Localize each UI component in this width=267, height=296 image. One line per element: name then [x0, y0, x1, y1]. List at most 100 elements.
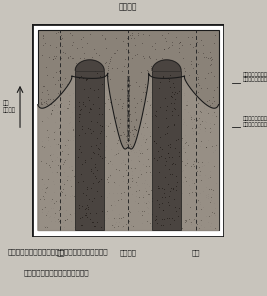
- Point: [59, 157, 64, 162]
- Point: [208, 128, 213, 133]
- Point: [46, 134, 50, 139]
- Point: [103, 36, 107, 40]
- Point: [68, 30, 72, 35]
- Point: [129, 144, 134, 149]
- Point: [182, 173, 187, 178]
- Point: [141, 32, 146, 36]
- Point: [206, 159, 210, 164]
- Point: [189, 35, 194, 40]
- Point: [146, 164, 151, 169]
- Point: [77, 115, 81, 119]
- Point: [166, 155, 171, 159]
- Point: [87, 159, 92, 164]
- Point: [161, 208, 165, 213]
- Point: [160, 186, 164, 191]
- Point: [196, 90, 201, 94]
- Point: [82, 87, 86, 92]
- Point: [118, 148, 123, 153]
- Point: [98, 131, 103, 135]
- Point: [66, 105, 70, 110]
- Point: [158, 105, 162, 110]
- Point: [201, 205, 205, 210]
- Point: [202, 224, 206, 229]
- Point: [174, 35, 178, 39]
- Point: [101, 126, 105, 130]
- Point: [45, 185, 49, 189]
- Point: [152, 139, 156, 144]
- Point: [175, 104, 179, 109]
- Point: [68, 174, 73, 179]
- Point: [150, 118, 154, 123]
- Point: [167, 44, 171, 49]
- Point: [51, 97, 55, 102]
- Point: [77, 118, 81, 123]
- Point: [87, 67, 91, 72]
- Point: [41, 194, 45, 199]
- Point: [39, 158, 43, 163]
- Point: [196, 81, 201, 86]
- Point: [63, 51, 67, 55]
- Point: [97, 208, 102, 213]
- Point: [107, 99, 112, 104]
- Point: [156, 186, 160, 190]
- Point: [213, 205, 218, 210]
- Point: [172, 123, 176, 127]
- Point: [168, 101, 173, 106]
- Point: [128, 32, 132, 37]
- Point: [123, 57, 127, 61]
- Point: [171, 172, 175, 177]
- Point: [158, 76, 162, 81]
- Point: [57, 199, 61, 203]
- Point: [68, 193, 72, 198]
- Point: [96, 145, 100, 150]
- Point: [168, 81, 173, 86]
- Point: [172, 100, 176, 105]
- Point: [172, 217, 176, 221]
- Point: [60, 44, 64, 48]
- Point: [87, 197, 92, 202]
- Point: [133, 166, 137, 170]
- Point: [133, 53, 138, 57]
- Point: [194, 132, 198, 137]
- Point: [115, 48, 119, 52]
- Point: [79, 73, 83, 78]
- Point: [77, 100, 81, 104]
- Point: [43, 185, 48, 190]
- Point: [107, 92, 111, 97]
- Point: [86, 71, 90, 76]
- Point: [188, 204, 193, 209]
- Point: [89, 160, 93, 165]
- Point: [150, 179, 155, 184]
- Point: [152, 220, 156, 225]
- Point: [161, 73, 166, 78]
- Point: [86, 137, 90, 142]
- Point: [149, 90, 154, 95]
- Point: [98, 123, 103, 128]
- Point: [112, 116, 116, 120]
- Point: [54, 141, 58, 146]
- Point: [119, 133, 123, 138]
- Point: [108, 173, 112, 178]
- Point: [170, 167, 175, 172]
- Point: [125, 36, 129, 41]
- Point: [40, 210, 44, 215]
- Point: [137, 148, 141, 153]
- Point: [89, 160, 93, 165]
- Point: [70, 43, 74, 47]
- Point: [57, 67, 62, 72]
- Point: [206, 97, 211, 102]
- Point: [130, 128, 134, 133]
- Point: [128, 36, 133, 40]
- Point: [174, 208, 178, 213]
- Point: [209, 55, 213, 60]
- Point: [42, 205, 47, 210]
- Point: [120, 101, 125, 105]
- Point: [136, 157, 140, 162]
- Point: [129, 56, 134, 61]
- Point: [150, 196, 154, 200]
- Point: [119, 142, 124, 147]
- Point: [47, 163, 51, 168]
- Point: [189, 126, 194, 131]
- Point: [58, 173, 63, 178]
- Point: [130, 168, 134, 173]
